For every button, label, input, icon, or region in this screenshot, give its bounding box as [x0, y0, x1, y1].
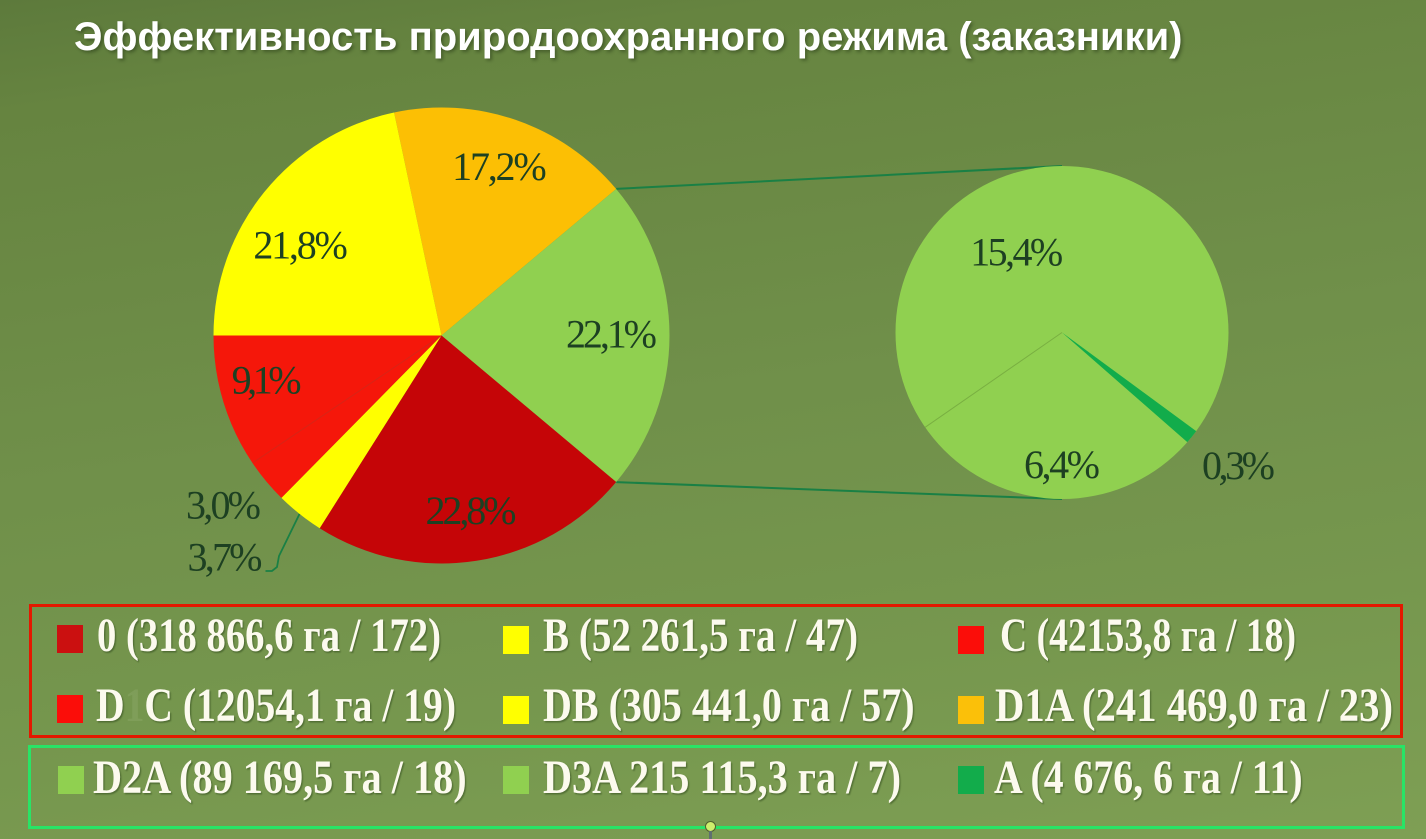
svg-text:3,7%: 3,7%	[188, 535, 263, 580]
svg-text:15,4%: 15,4%	[970, 230, 1063, 275]
svg-text:3,0%: 3,0%	[186, 483, 261, 528]
svg-text:0,3%: 0,3%	[1202, 443, 1275, 488]
svg-text:22,8%: 22,8%	[426, 488, 517, 533]
svg-text:22,1%: 22,1%	[566, 312, 657, 357]
svg-text:21,8%: 21,8%	[253, 223, 348, 268]
svg-text:9,1%: 9,1%	[232, 357, 302, 402]
svg-text:6,4%: 6,4%	[1024, 442, 1100, 487]
svg-text:17,2%: 17,2%	[452, 144, 547, 189]
